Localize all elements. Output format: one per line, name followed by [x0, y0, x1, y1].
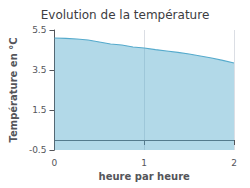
- svg-text:2: 2: [231, 158, 237, 168]
- svg-text:Température en °C: Température en °C: [8, 37, 19, 142]
- svg-text:-0.5: -0.5: [29, 145, 47, 155]
- svg-text:1: 1: [141, 158, 147, 168]
- svg-text:1.5: 1.5: [32, 105, 46, 115]
- svg-text:5.5: 5.5: [32, 25, 46, 35]
- svg-text:3.5: 3.5: [32, 65, 46, 75]
- svg-text:0: 0: [52, 158, 58, 168]
- svg-text:Evolution de la température: Evolution de la température: [41, 8, 210, 22]
- svg-text:heure par heure: heure par heure: [99, 171, 190, 182]
